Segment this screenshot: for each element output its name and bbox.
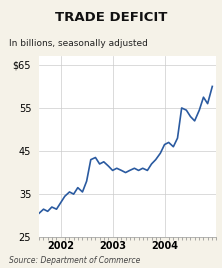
- Text: In billions, seasonally adjusted: In billions, seasonally adjusted: [9, 39, 148, 49]
- Text: Source: Department of Commerce: Source: Department of Commerce: [9, 256, 140, 265]
- Text: TRADE DEFICIT: TRADE DEFICIT: [55, 11, 167, 24]
